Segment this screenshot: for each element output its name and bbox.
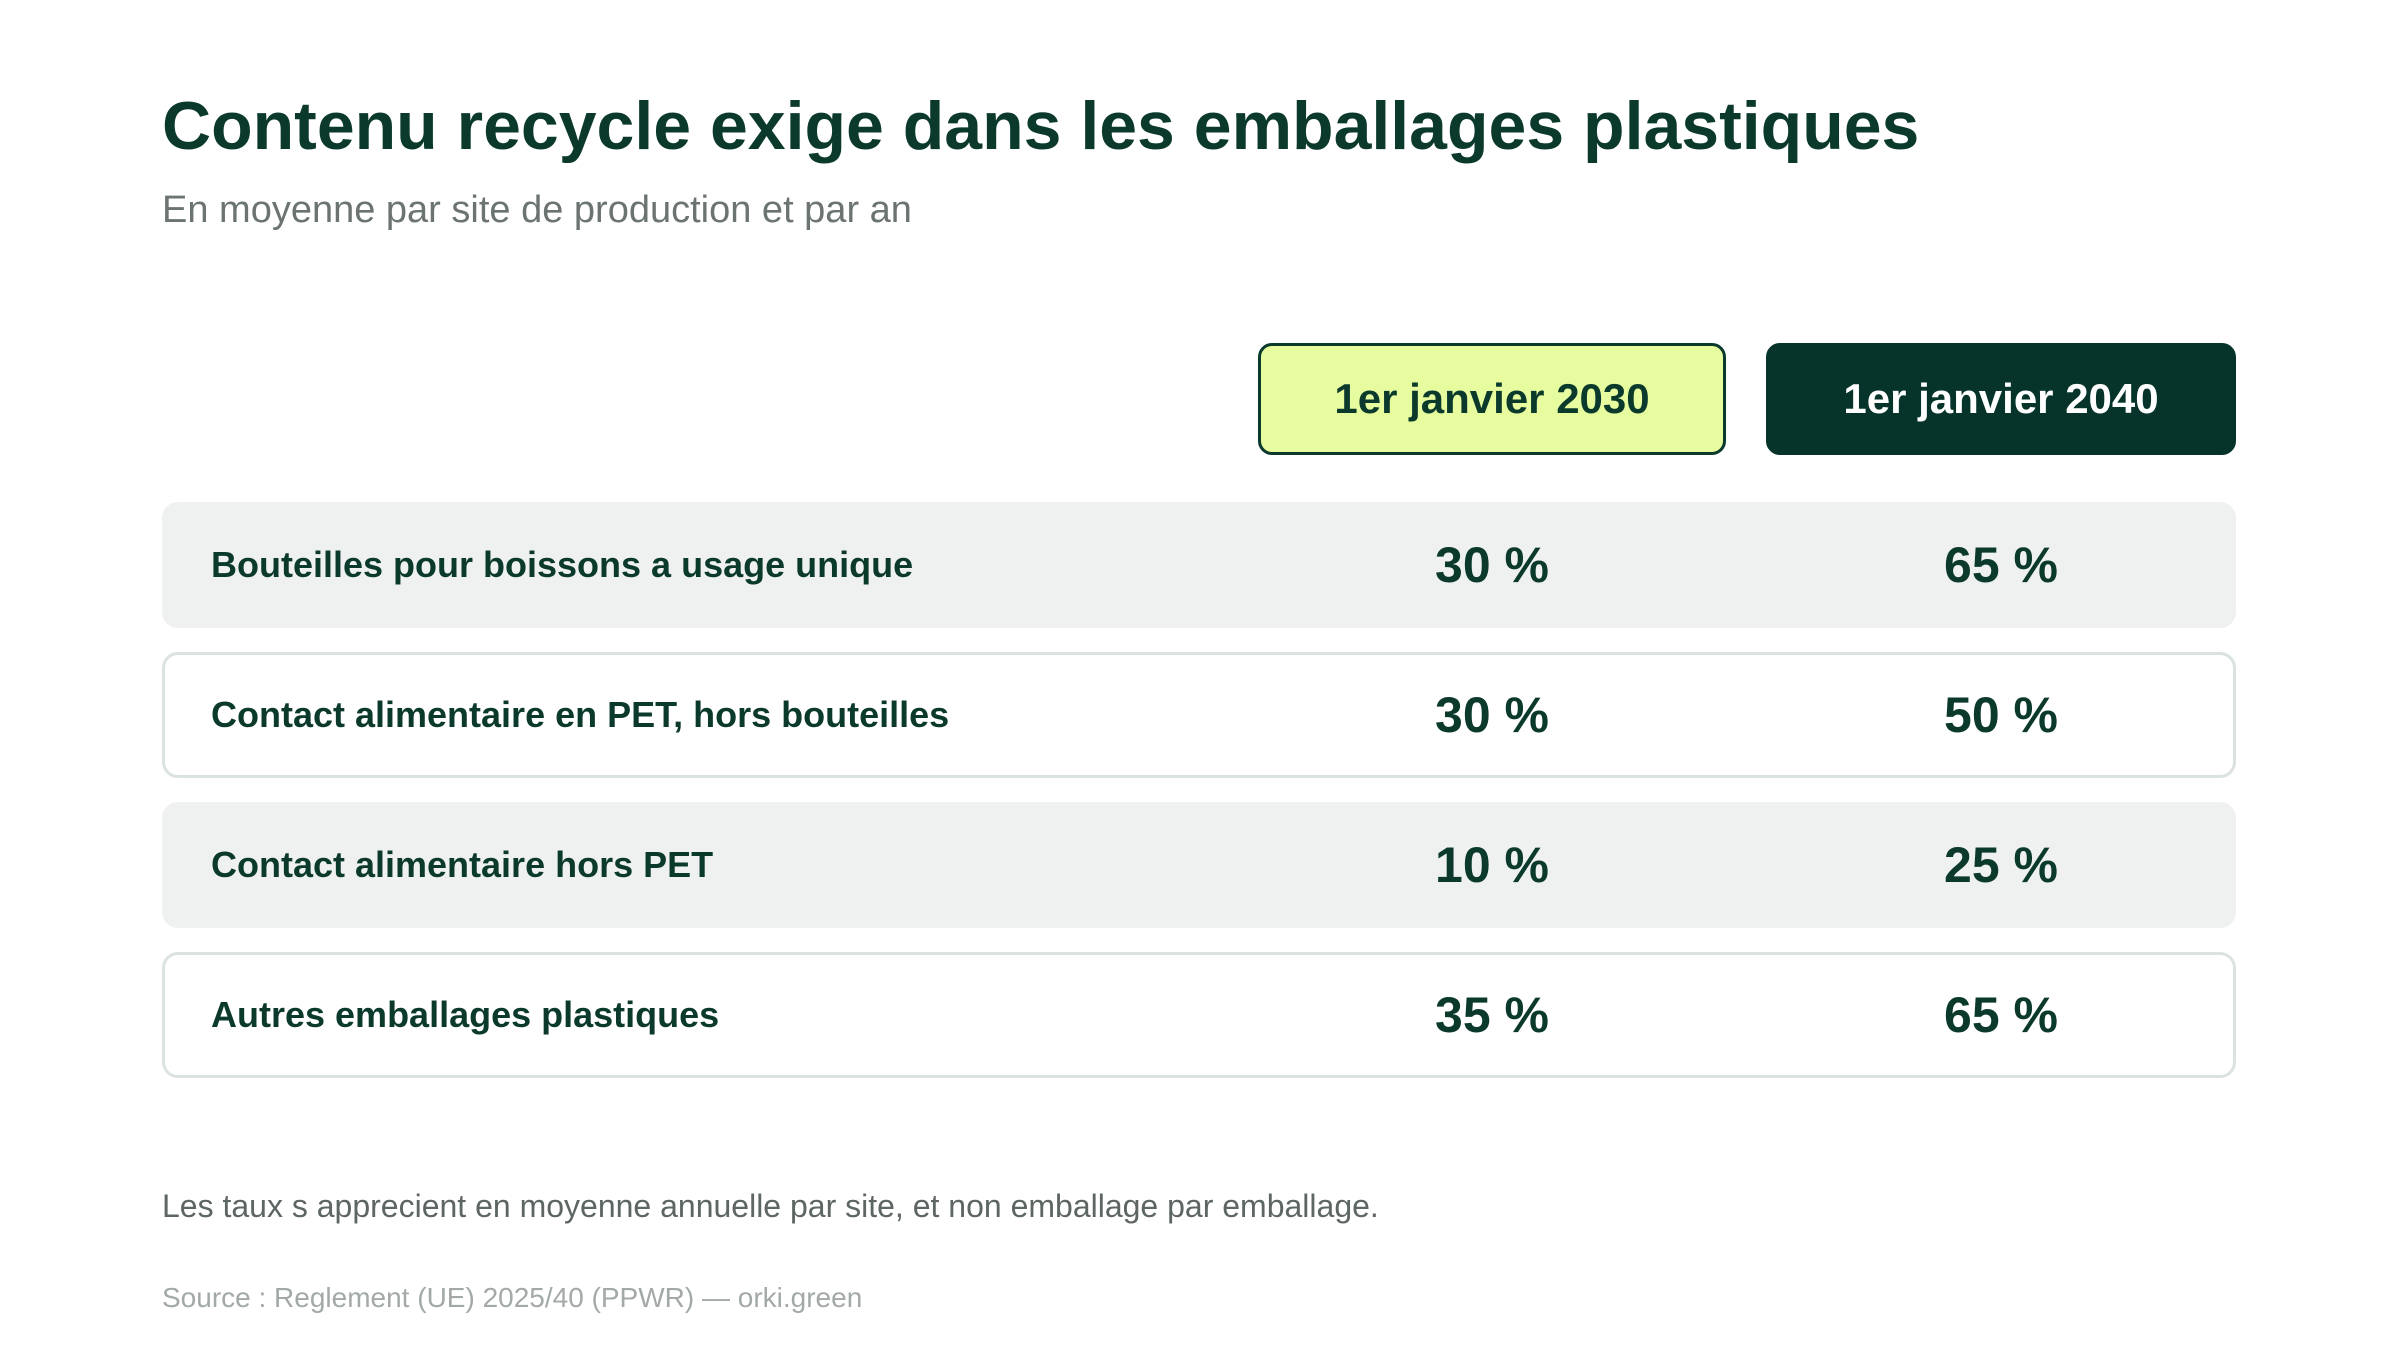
row-label: Contact alimentaire hors PET: [211, 844, 714, 885]
row-label: Bouteilles pour boissons a usage unique: [211, 544, 914, 585]
page-subtitle: En moyenne par site de production et par…: [162, 189, 912, 231]
table-row: Bouteilles pour boissons a usage unique …: [162, 502, 2236, 628]
infographic-slide: Contenu recycle exige dans les emballage…: [162, 0, 2236, 1350]
value-2040: 25 %: [1944, 837, 2058, 893]
table-row: Contact alimentaire hors PET 10 % 25 %: [162, 802, 2236, 928]
value-2030: 30 %: [1435, 537, 1549, 593]
column-header-2030: 1er janvier 2030: [1258, 343, 1726, 455]
row-label: Autres emballages plastiques: [211, 994, 720, 1035]
page-title: Contenu recycle exige dans les emballage…: [162, 88, 1920, 164]
footnote: Les taux s apprecient en moyenne annuell…: [162, 1188, 1379, 1224]
table-row: Contact alimentaire en PET, hors bouteil…: [162, 652, 2236, 778]
source-credit: Source : Reglement (UE) 2025/40 (PPWR) —…: [162, 1282, 863, 1313]
value-2040: 65 %: [1944, 537, 2058, 593]
value-2030: 35 %: [1435, 987, 1549, 1043]
column-header-2040: 1er janvier 2040: [1766, 343, 2236, 455]
value-2030: 10 %: [1435, 837, 1549, 893]
requirements-table: Bouteilles pour boissons a usage unique …: [162, 502, 2236, 1102]
value-2040: 50 %: [1944, 687, 2058, 743]
row-label: Contact alimentaire en PET, hors bouteil…: [211, 694, 950, 735]
table-row: Autres emballages plastiques 35 % 65 %: [162, 952, 2236, 1078]
value-2040: 65 %: [1944, 987, 2058, 1043]
value-2030: 30 %: [1435, 687, 1549, 743]
